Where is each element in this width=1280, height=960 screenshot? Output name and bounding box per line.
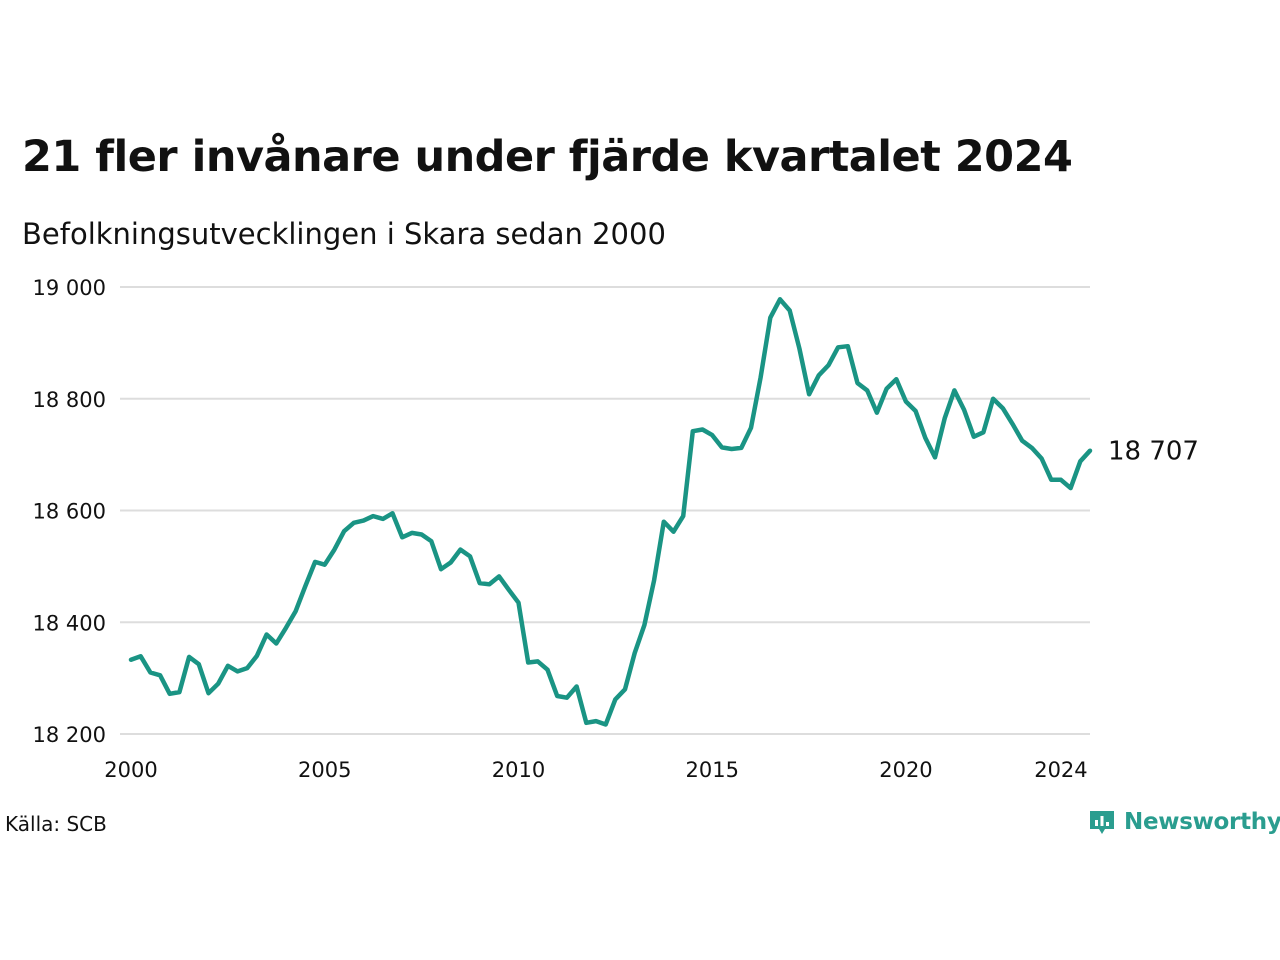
y-tick-label: 18 200 [33, 723, 106, 747]
brand-logo[interactable]: Newsworthy [1088, 805, 1280, 839]
y-tick-label: 19 000 [33, 276, 106, 300]
y-tick-label: 18 600 [33, 500, 106, 524]
x-tick-label: 2010 [492, 758, 545, 782]
y-tick-label: 18 400 [33, 611, 106, 635]
x-tick-label: 2000 [104, 758, 157, 782]
series-layer [128, 297, 1093, 727]
x-tick-label: 2024 [1034, 758, 1087, 782]
x-tick-label: 2015 [685, 758, 738, 782]
series-line [128, 297, 1093, 727]
y-tick-label: 18 800 [33, 388, 106, 412]
y-axis-ticks: 18 200 18 400 18 600 18 800 19 000 [33, 276, 106, 747]
brand-name: Newsworthy [1124, 809, 1280, 835]
x-tick-label: 2020 [879, 758, 932, 782]
chart-title: 21 fler invånare under fjärde kvartalet … [22, 132, 1073, 182]
source-note: Källa: SCB [5, 812, 107, 836]
newsworthy-logo-icon [1090, 811, 1114, 834]
chart-subtitle: Befolkningsutvecklingen i Skara sedan 20… [22, 217, 666, 251]
x-tick-label: 2005 [298, 758, 351, 782]
end-value-label: 18 707 [1108, 437, 1199, 467]
x-axis-ticks: 2000 2005 2010 2015 2020 2024 [104, 758, 1087, 782]
grid-lines [120, 286, 1090, 735]
end-label-layer: 18 707 [1108, 437, 1199, 467]
